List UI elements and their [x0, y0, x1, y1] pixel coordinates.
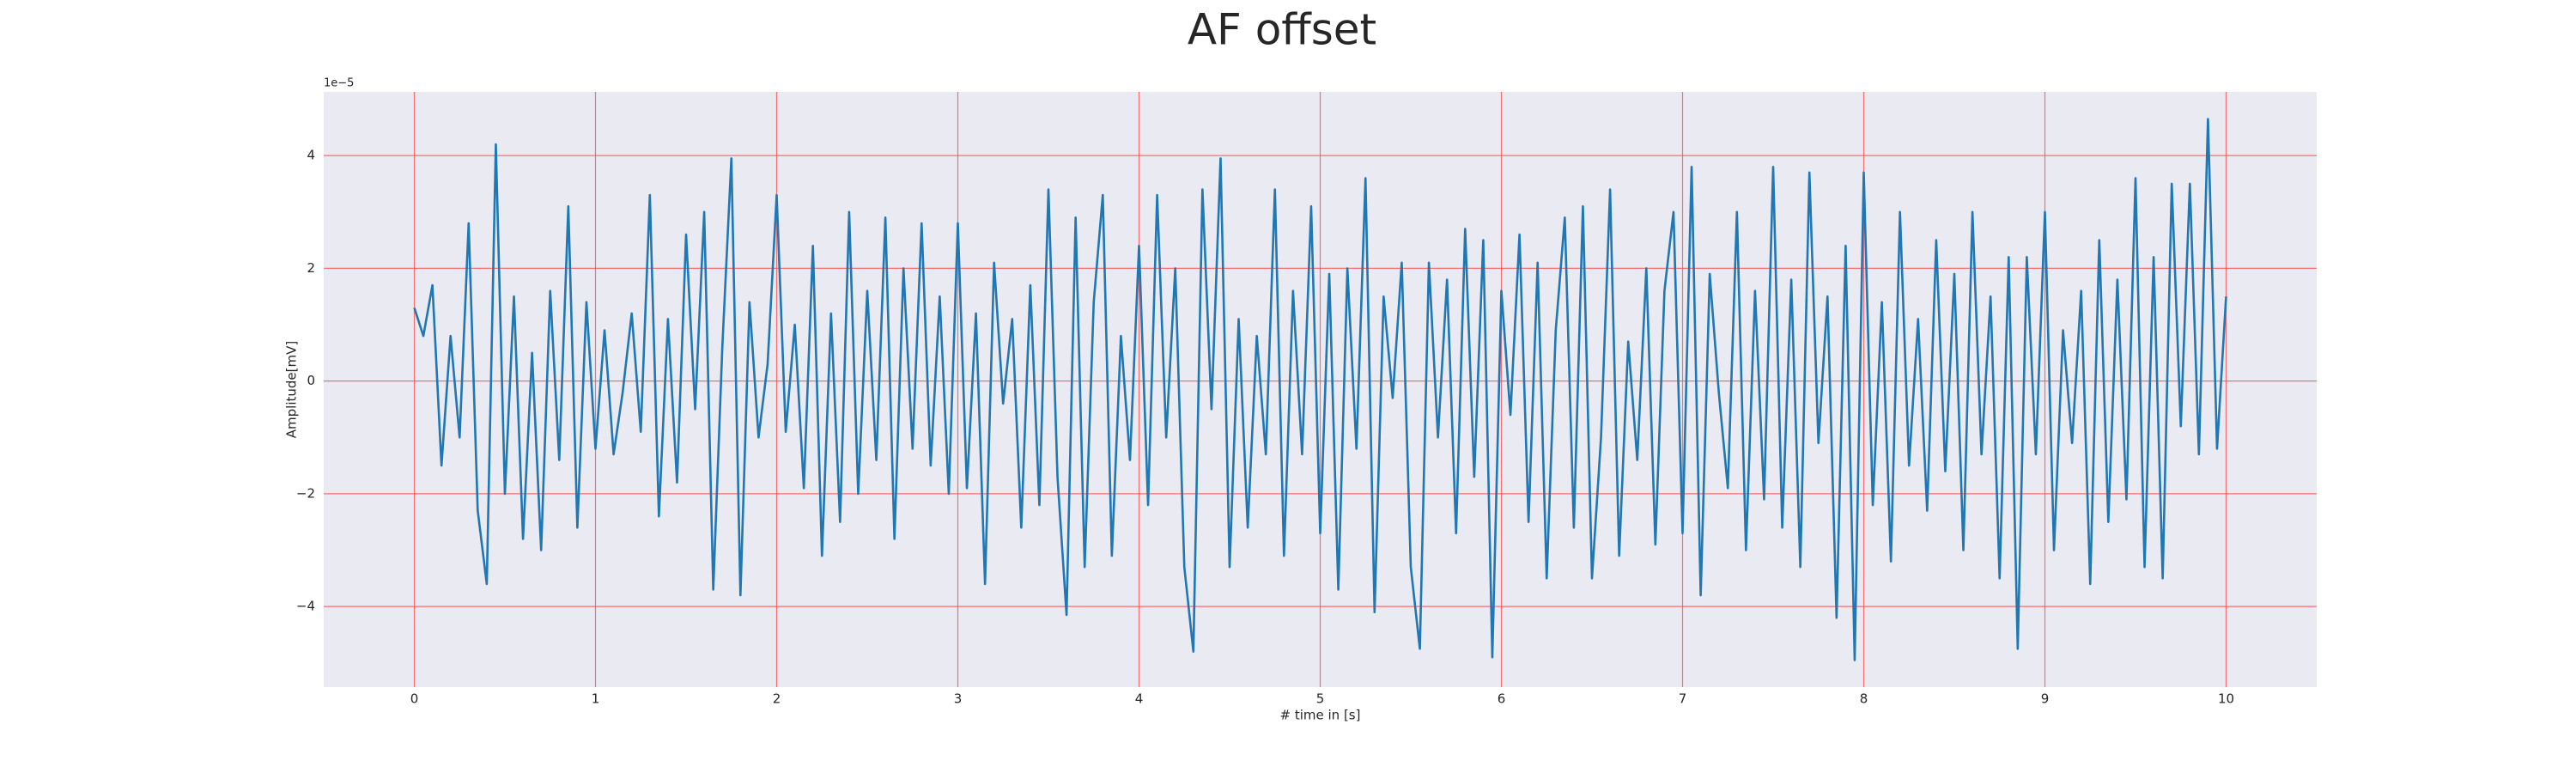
- x-tick-label: 5: [1316, 691, 1325, 707]
- x-tick-label: 6: [1498, 691, 1506, 707]
- y-tick-label: 4: [307, 148, 315, 163]
- x-tick-label: 8: [1860, 691, 1868, 707]
- x-axis-label: # time in [s]: [1280, 708, 1361, 723]
- x-tick-label: 7: [1679, 691, 1687, 707]
- y-axis-label: Amplitude[mV]: [284, 341, 300, 438]
- x-tick-label: 3: [954, 691, 963, 707]
- data-line: [413, 118, 2227, 661]
- x-tick-label: 9: [2041, 691, 2050, 707]
- x-tick-label: 2: [773, 691, 781, 707]
- y-tick-label: 0: [307, 373, 315, 388]
- y-tick-label: −4: [296, 599, 315, 614]
- offset-label: 1e−5: [324, 77, 354, 90]
- x-tick-label: 1: [592, 691, 600, 707]
- x-tick-label: 4: [1135, 691, 1144, 707]
- x-tick-label: 0: [410, 691, 419, 707]
- x-tick-label: 10: [2218, 691, 2234, 707]
- chart-title: AF offset: [1188, 5, 1376, 55]
- y-tick-label: 2: [307, 260, 315, 276]
- y-tick-label: −2: [296, 485, 315, 501]
